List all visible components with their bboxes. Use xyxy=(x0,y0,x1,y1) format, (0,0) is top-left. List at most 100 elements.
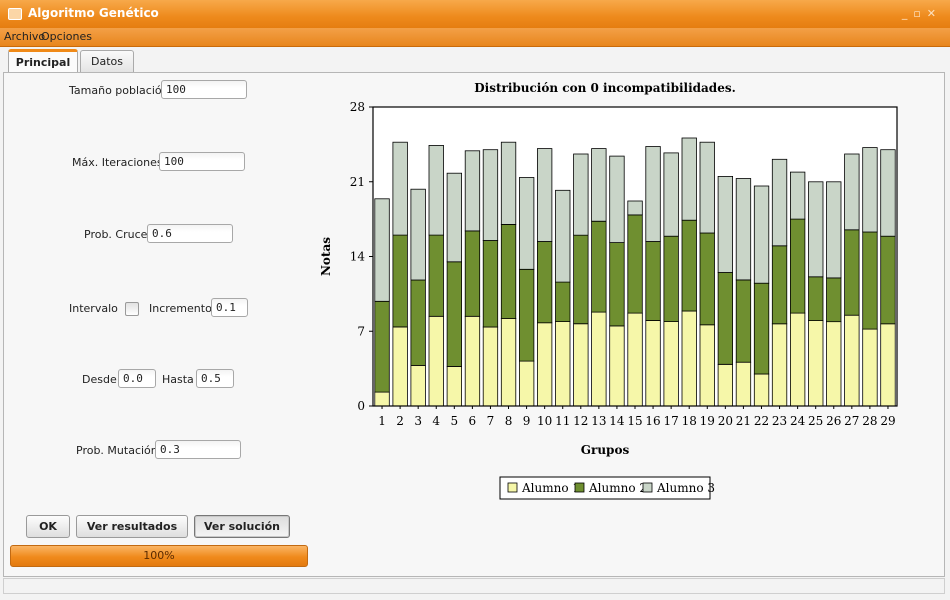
legend-swatch-1 xyxy=(507,482,518,493)
bar-25-series-3 xyxy=(808,181,824,278)
progress-bar: 100% xyxy=(10,545,308,567)
bar-16-series-1 xyxy=(645,320,661,407)
poblacion-field[interactable]: 100 xyxy=(161,80,247,99)
bar-18-series-3 xyxy=(681,137,697,221)
bar-17-series-2 xyxy=(663,235,679,322)
bar-5-series-3 xyxy=(446,172,463,263)
y-axis-label: Notas xyxy=(319,237,333,276)
x-tick-label: 5 xyxy=(450,414,458,428)
ver-resultados-button[interactable]: Ver resultados xyxy=(76,515,188,538)
hasta-field[interactable]: 0.5 xyxy=(196,369,234,388)
incremento-label: Incremento xyxy=(149,302,212,315)
minimize-icon[interactable]: _ xyxy=(901,7,914,20)
window-title: Algoritmo Genético xyxy=(28,6,159,20)
bar-9-series-3 xyxy=(518,177,535,270)
iteraciones-field[interactable]: 100 xyxy=(159,152,245,171)
y-tick-label: 0 xyxy=(357,399,365,413)
menu-opciones[interactable]: Opciones xyxy=(41,30,92,43)
y-tick-label: 7 xyxy=(357,324,365,338)
bar-29-series-3 xyxy=(880,149,896,237)
legend-box xyxy=(499,476,711,500)
cruce-field[interactable]: 0.6 xyxy=(147,224,233,243)
bar-1-series-1 xyxy=(374,391,390,407)
bar-11-series-3 xyxy=(555,189,571,283)
bar-6-series-1 xyxy=(464,315,481,407)
bar-14-series-1 xyxy=(609,325,625,407)
mutacion-field[interactable]: 0.3 xyxy=(155,440,241,459)
bar-25-series-1 xyxy=(808,320,824,407)
x-tick-label: 23 xyxy=(772,414,787,428)
tab-datos[interactable]: Datos xyxy=(80,50,134,72)
bar-4-series-2 xyxy=(428,234,444,317)
desde-field[interactable]: 0.0 xyxy=(118,369,156,388)
bar-2-series-3 xyxy=(392,141,408,236)
bar-11-series-2 xyxy=(555,281,571,323)
bar-17-series-1 xyxy=(663,321,679,407)
bar-12-series-2 xyxy=(573,234,589,325)
bar-8-series-2 xyxy=(500,224,517,319)
x-tick-label: 17 xyxy=(663,414,678,428)
bar-7-series-3 xyxy=(482,149,499,241)
bar-15-series-3 xyxy=(627,200,643,216)
bar-6-series-2 xyxy=(464,230,481,317)
ok-button[interactable]: OK xyxy=(26,515,70,538)
bar-16-series-2 xyxy=(645,241,661,321)
bar-24-series-2 xyxy=(789,218,806,314)
bar-26-series-1 xyxy=(826,321,842,407)
x-tick-label: 8 xyxy=(505,414,513,428)
menu-bar: Archivo Opciones xyxy=(0,28,950,47)
bar-14-series-2 xyxy=(609,242,625,327)
bar-21-series-1 xyxy=(735,361,752,407)
y-tick-label: 14 xyxy=(350,250,366,264)
bar-18-series-1 xyxy=(681,310,697,407)
bar-14-series-3 xyxy=(609,155,625,243)
x-tick-label: 27 xyxy=(844,414,859,428)
bar-13-series-2 xyxy=(591,220,607,313)
bar-27-series-3 xyxy=(844,153,860,231)
bar-20-series-3 xyxy=(717,176,734,273)
tab-principal[interactable]: Principal xyxy=(8,49,78,75)
menu-archivo[interactable]: Archivo xyxy=(4,30,46,43)
bar-17-series-3 xyxy=(663,152,679,237)
bar-23-series-1 xyxy=(771,323,788,407)
x-tick-label: 19 xyxy=(700,414,715,428)
bar-24-series-1 xyxy=(789,312,806,407)
x-tick-label: 1 xyxy=(378,414,386,428)
bar-3-series-1 xyxy=(410,364,426,407)
x-tick-label: 11 xyxy=(555,414,570,428)
progress-label: 100% xyxy=(143,549,175,562)
bar-1-series-3 xyxy=(374,198,390,302)
incremento-field[interactable]: 0.1 xyxy=(211,298,248,317)
close-icon[interactable]: ✕ xyxy=(926,7,942,20)
legend-label-1: Alumno 1 xyxy=(521,481,580,495)
bar-8-series-1 xyxy=(500,317,517,407)
mutacion-label: Prob. Mutación xyxy=(76,444,158,457)
chart-title: Distribución con 0 incompatibilidades. xyxy=(474,81,736,95)
cruce-label: Prob. Cruce xyxy=(84,228,148,241)
bar-20-series-2 xyxy=(717,272,734,365)
bar-27-series-2 xyxy=(844,229,860,316)
y-tick-label: 21 xyxy=(350,175,365,189)
maximize-icon[interactable]: ▫ xyxy=(913,7,927,20)
title-bar: Algoritmo Genético _▫✕ xyxy=(0,0,950,29)
intervalo-checkbox[interactable] xyxy=(125,302,139,316)
bar-21-series-2 xyxy=(735,279,752,363)
x-tick-label: 26 xyxy=(826,414,841,428)
bar-7-series-2 xyxy=(482,240,499,328)
bar-21-series-3 xyxy=(735,178,752,281)
x-tick-label: 22 xyxy=(754,414,769,428)
bar-15-series-2 xyxy=(627,214,643,314)
intervalo-label: Intervalo xyxy=(69,302,118,315)
ver-solucion-button[interactable]: Ver solución xyxy=(194,515,290,538)
bar-20-series-1 xyxy=(717,363,734,407)
bar-2-series-2 xyxy=(392,234,408,328)
hasta-label: Hasta xyxy=(162,373,194,386)
bar-29-series-2 xyxy=(880,235,896,325)
x-tick-label: 29 xyxy=(880,414,895,428)
legend-swatch-2 xyxy=(574,482,585,493)
bar-12-series-3 xyxy=(573,153,589,236)
bar-8-series-3 xyxy=(500,141,517,225)
x-tick-label: 20 xyxy=(718,414,733,428)
bar-25-series-2 xyxy=(808,276,824,322)
x-tick-label: 12 xyxy=(573,414,588,428)
